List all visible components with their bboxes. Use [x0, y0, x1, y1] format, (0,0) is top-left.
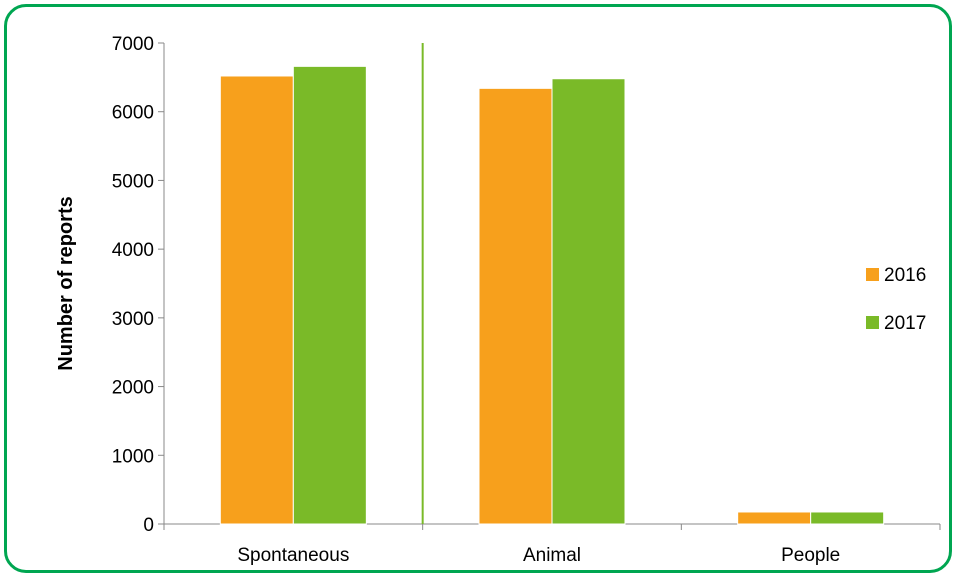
chart-frame [4, 4, 952, 573]
bars [219, 65, 885, 525]
legend-swatch-2016 [866, 268, 879, 281]
legend-label-2017: 2017 [884, 313, 926, 334]
bar-2016-animal [478, 87, 553, 525]
bar-2017-animal [551, 78, 626, 525]
x-tick-label: Animal [523, 545, 581, 566]
y-tick-label: 2000 [112, 378, 154, 399]
bar-2017-spontaneous [292, 65, 367, 525]
legend-label-2016: 2016 [884, 265, 926, 286]
y-axis-label: Number of reports [55, 196, 77, 370]
legend-swatch-2017 [866, 316, 879, 329]
y-tick-label: 1000 [112, 446, 154, 467]
y-tick-label: 4000 [112, 240, 154, 261]
y-tick-label: 6000 [112, 103, 154, 124]
y-tick-label: 0 [143, 515, 154, 536]
y-tick-label: 7000 [112, 34, 154, 55]
bar-2016-people [737, 511, 812, 525]
bar-2016-spontaneous [219, 75, 294, 525]
x-tick-label: People [781, 545, 840, 566]
x-tick-label: Spontaneous [237, 545, 349, 566]
legend: 2016 2017 [866, 265, 926, 334]
y-tick-label: 3000 [112, 309, 154, 330]
y-axis: 0 1000 2000 3000 4000 5000 6000 7000 [112, 34, 165, 536]
y-tick-label: 5000 [112, 171, 154, 192]
bar-2017-people [810, 511, 885, 525]
